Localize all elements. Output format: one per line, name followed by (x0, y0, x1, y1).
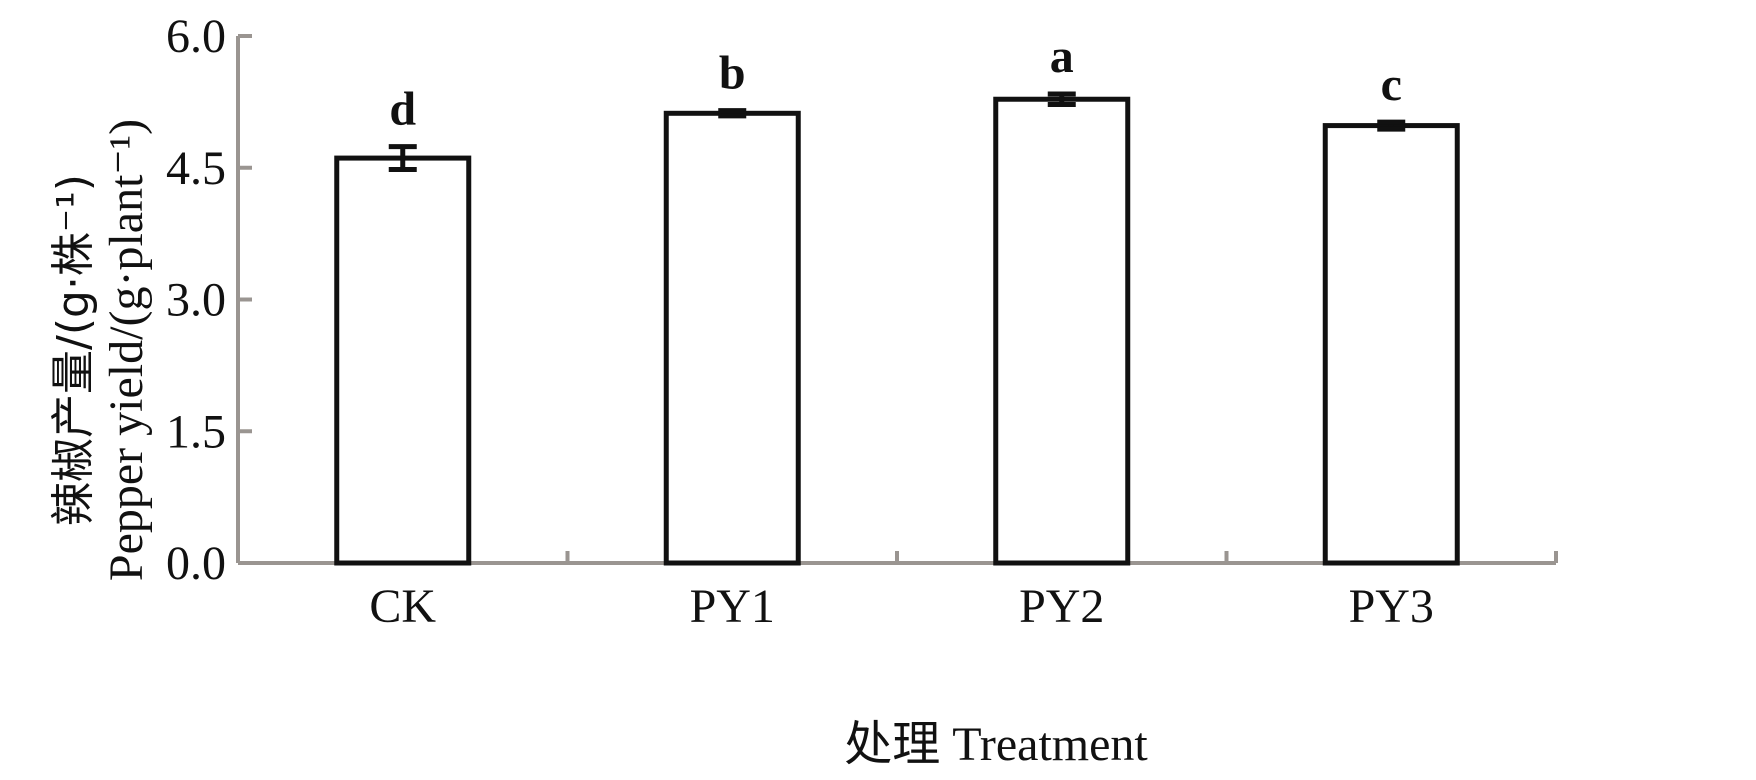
y-axis-title-en: Pepper yield/(g·plant⁻¹) (100, 119, 153, 581)
x-tick-label-ck: CK (369, 580, 436, 633)
y-axis-title: 辣椒产量/(g·株⁻¹) Pepper yield/(g·plant⁻¹) (48, 119, 153, 581)
y-tick-label: 4.5 (166, 142, 226, 195)
y-tick-label: 0.0 (166, 537, 226, 590)
y-tick-label: 3.0 (166, 274, 226, 327)
significance-label-py2: a (1050, 30, 1074, 83)
bar-py1 (663, 110, 801, 566)
bars-group (334, 91, 1460, 566)
x-tick-label-py3: PY3 (1349, 580, 1434, 633)
bar-py2 (993, 96, 1131, 566)
x-tick-label-py1: PY1 (690, 580, 775, 633)
labels-group: 0.0 1.5 3.0 4.5 6.0 d CK b PY1 a PY2 c PY3 (166, 10, 1434, 633)
significance-label-py3: c (1381, 58, 1402, 111)
bar-py3 (1322, 123, 1460, 566)
significance-label-py1: b (719, 47, 746, 100)
significance-label-ck: d (389, 83, 416, 136)
y-tick-label: 6.0 (166, 10, 226, 63)
x-axis-title: 处理 Treatment (844, 718, 1148, 771)
y-axis-title-cn: 辣椒产量/(g·株⁻¹) (48, 174, 99, 526)
bar-ck (334, 155, 472, 566)
x-tick-label-py2: PY2 (1019, 580, 1104, 633)
y-tick-label: 1.5 (166, 405, 226, 458)
